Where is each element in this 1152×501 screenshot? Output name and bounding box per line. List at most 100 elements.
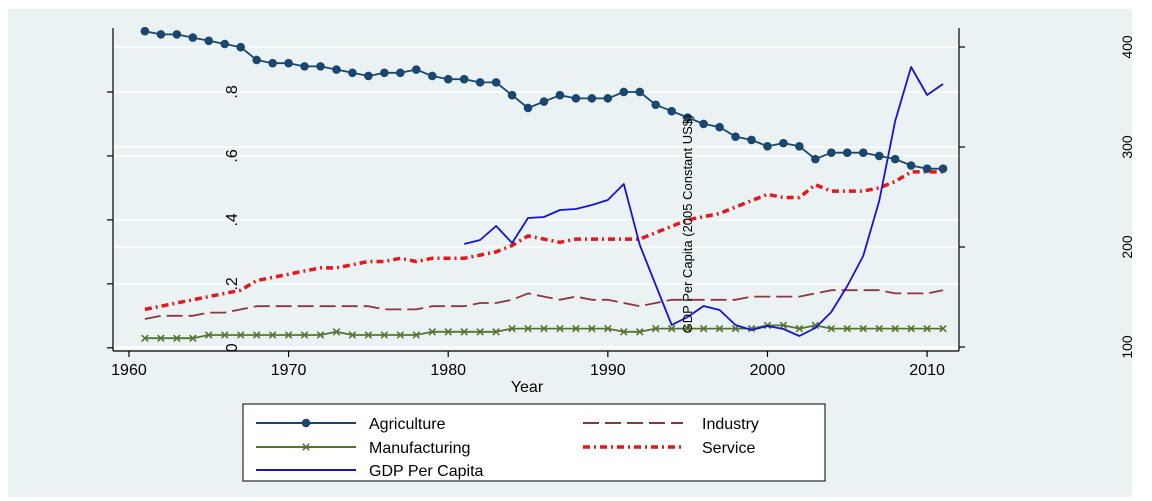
data-point-2-34 <box>683 324 692 333</box>
data-point-2-41 <box>795 324 804 333</box>
data-point-0-31 <box>635 87 645 97</box>
legend: Agriculture Industry Manufacturing Service G… <box>242 403 826 482</box>
data-point-2-38 <box>747 324 756 333</box>
data-point-0-23 <box>507 90 517 100</box>
data-point-0-16 <box>396 68 405 78</box>
data-point-0-13 <box>348 68 357 78</box>
data-point-0-28 <box>587 94 597 103</box>
gridlines <box>113 46 959 349</box>
data-point-0-8 <box>268 58 277 68</box>
data-point-0-32 <box>651 100 661 110</box>
data-point-0-19 <box>443 74 453 84</box>
data-point-2-0 <box>141 334 149 342</box>
data-point-0-36 <box>715 122 724 132</box>
series-line-1 <box>144 289 944 320</box>
data-point-2-24 <box>524 324 532 333</box>
data-point-2-19 <box>444 328 452 336</box>
data-point-2-36 <box>715 324 724 333</box>
data-point-2-18 <box>428 328 437 336</box>
data-point-0-9 <box>284 58 293 68</box>
data-point-2-14 <box>364 331 373 339</box>
data-point-2-27 <box>572 324 580 333</box>
legend-label: Agriculture <box>369 416 446 433</box>
data-point-0-34 <box>683 113 692 122</box>
data-point-0-26 <box>555 90 565 100</box>
data-point-0-33 <box>667 106 676 116</box>
left-tick-label: .4 <box>224 213 241 226</box>
series-line-4 <box>463 66 944 337</box>
data-point-0-46 <box>874 151 884 161</box>
data-point-2-48 <box>907 324 915 333</box>
series-line-2 <box>144 324 943 340</box>
data-point-0-25 <box>539 97 549 106</box>
x-tick-label: 1990 <box>590 362 626 379</box>
data-point-0-45 <box>858 148 868 158</box>
data-point-2-13 <box>348 331 357 339</box>
data-point-0-27 <box>571 94 581 103</box>
x-tick-label: 2010 <box>909 362 945 379</box>
data-point-0-44 <box>842 148 852 158</box>
data-point-0-35 <box>699 119 708 129</box>
axes <box>112 28 960 352</box>
data-point-0-18 <box>427 71 437 81</box>
data-point-0-4 <box>204 36 214 46</box>
data-point-2-46 <box>875 324 883 333</box>
data-point-0-17 <box>411 65 421 74</box>
data-point-2-31 <box>635 328 644 336</box>
data-point-2-6 <box>236 331 245 339</box>
data-point-2-16 <box>396 331 405 339</box>
data-point-0-6 <box>236 42 245 52</box>
left-tick-label: .8 <box>224 85 241 98</box>
data-point-2-25 <box>540 324 548 333</box>
data-point-2-43 <box>827 324 836 333</box>
data-point-0-48 <box>906 161 916 170</box>
legend-label: Service <box>702 440 755 457</box>
data-point-2-21 <box>476 328 484 336</box>
right-tick-label: 200 <box>1119 235 1135 259</box>
x-tick-label: 2000 <box>750 362 786 379</box>
data-point-0-41 <box>795 142 804 151</box>
left-tick-label: .2 <box>224 277 241 290</box>
data-point-0-21 <box>475 78 485 87</box>
data-point-2-28 <box>588 324 596 333</box>
legend-box <box>242 403 826 482</box>
data-point-2-40 <box>779 321 788 330</box>
data-point-2-8 <box>268 331 277 339</box>
left-tick-label: .6 <box>224 149 241 162</box>
data-point-2-20 <box>460 328 468 336</box>
series-line-3 <box>144 170 943 312</box>
data-point-0-22 <box>491 78 501 87</box>
data-point-0-29 <box>603 94 613 103</box>
data-point-0-30 <box>619 87 629 97</box>
left-tick-label: 0 <box>224 343 241 352</box>
right-axis-label: GDP Per Capita (2005 Constant US$) <box>680 115 695 334</box>
data-point-2-7 <box>252 331 261 339</box>
data-point-0-38 <box>747 135 756 145</box>
data-point-0-43 <box>827 148 836 158</box>
data-point-2-12 <box>332 328 341 336</box>
right-tick-label: 400 <box>1119 35 1135 59</box>
x-axis-label: Year <box>511 379 544 396</box>
data-point-0-24 <box>523 103 533 113</box>
data-point-2-23 <box>508 324 516 333</box>
data-point-0-37 <box>731 132 740 142</box>
data-point-2-10 <box>300 331 309 339</box>
data-point-0-15 <box>380 68 389 78</box>
data-point-0-47 <box>890 154 900 164</box>
data-point-2-3 <box>189 334 197 342</box>
data-point-0-14 <box>364 71 373 81</box>
legend-label: Manufacturing <box>369 440 470 457</box>
data-point-2-45 <box>859 324 867 333</box>
legend-marker-0 <box>301 418 311 428</box>
data-point-0-7 <box>252 55 261 65</box>
data-point-2-47 <box>891 324 899 333</box>
data-point-0-10 <box>300 62 309 71</box>
data-point-2-9 <box>284 331 293 339</box>
data-point-0-40 <box>779 138 788 148</box>
x-tick-label: 1970 <box>271 362 307 379</box>
data-point-2-44 <box>843 324 852 333</box>
data-point-2-17 <box>412 331 421 339</box>
data-point-0-42 <box>811 154 820 164</box>
legend-label: GDP Per Capita <box>369 463 484 480</box>
